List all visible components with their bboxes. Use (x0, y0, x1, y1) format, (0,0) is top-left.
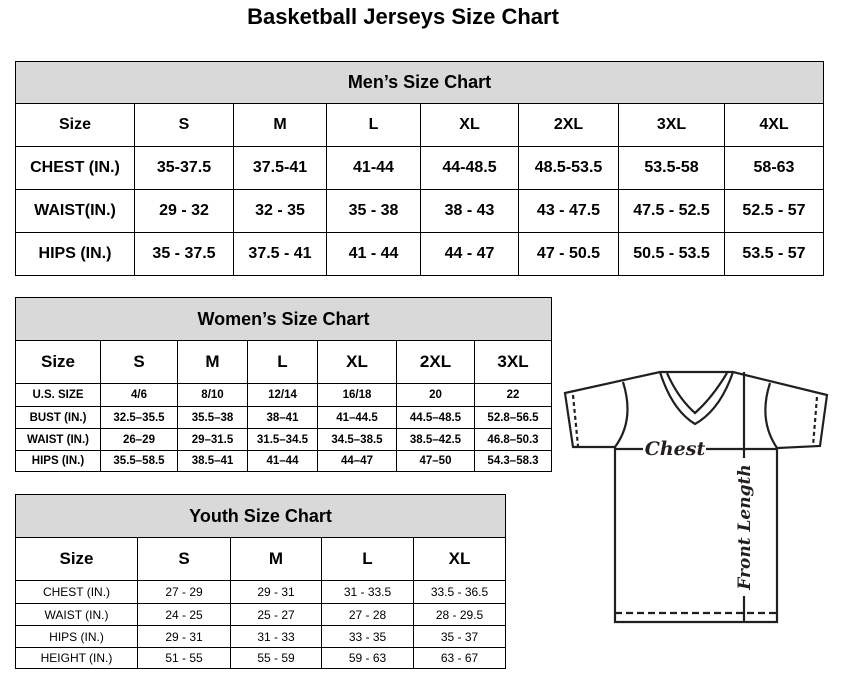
table-cell: 59 - 63 (321, 647, 414, 669)
table-row: U.S. SIZE 4/6 8/10 12/14 16/18 20 22 (15, 383, 553, 407)
table-row: CHEST (IN.) 35-37.5 37.5-41 41-44 44-48.5 48.… (15, 146, 824, 190)
table-row: HIPS (IN.) 29 - 31 31 - 33 33 - 35 35 - 37 (15, 625, 507, 648)
table-cell: 41 - 44 (326, 232, 421, 276)
table-cell: 16/18 (317, 383, 397, 407)
table-cell: 41-44 (326, 146, 421, 190)
table-cell: 32 - 35 (233, 189, 327, 233)
table-cell: 33.5 - 36.5 (412, 580, 507, 604)
row-label: CHEST (IN.) (15, 146, 135, 190)
table-row: HIPS (IN.) 35 - 37.5 37.5 - 41 41 - 44 44 - … (15, 232, 824, 276)
youth-chart-title: Youth Size Chart (14, 494, 507, 538)
column-header: 2XL (396, 340, 475, 384)
table-row: BUST (IN.) 32.5–35.5 35.5–38 38–41 41–44.5 44… (15, 406, 553, 429)
table-cell: 35.5–58.5 (100, 450, 178, 472)
table-cell: 44–47 (317, 450, 397, 472)
size-header-row: Size S M L XL 2XL 3XL 4XL (15, 103, 824, 147)
collar (658, 371, 735, 426)
column-header: 2XL (518, 103, 619, 147)
table-cell: 38.5–42.5 (396, 428, 475, 451)
men-chart-title: Men’s Size Chart (15, 61, 824, 104)
column-header: XL (412, 537, 507, 581)
table-row: HIPS (IN.) 35.5–58.5 38.5–41 41–44 44–47 47–5… (15, 450, 553, 472)
table-cell: 37.5 - 41 (233, 232, 327, 276)
column-header: L (326, 103, 421, 147)
youth-size-chart: Youth Size Chart Size S M L XL CHEST (IN.) 27 -… (14, 494, 507, 669)
table-cell: 31 - 33 (230, 625, 322, 648)
table-row: HEIGHT (IN.) 51 - 55 55 - 59 59 - 63 63 - 67 (15, 647, 507, 669)
table-cell: 31.5–34.5 (247, 428, 318, 451)
table-cell: 52.5 - 57 (724, 189, 824, 233)
column-header: Size (15, 537, 138, 581)
table-cell: 35 - 37.5 (134, 232, 234, 276)
table-cell: 52.8–56.5 (473, 406, 553, 429)
column-header: S (134, 103, 234, 147)
column-header: L (321, 537, 414, 581)
womens-size-chart: Women’s Size Chart Size S M L XL 2XL 3XL U.S. SI… (14, 297, 553, 472)
table-row: WAIST(IN.) 29 - 32 32 - 35 35 - 38 38 - 43 43… (15, 189, 824, 233)
table-cell: 38–41 (247, 406, 318, 429)
row-label: WAIST(IN.) (15, 189, 135, 233)
row-label: WAIST (IN.) (15, 428, 101, 451)
table-cell: 63 - 67 (412, 647, 507, 669)
size-header-row: Size S M L XL 2XL 3XL (15, 340, 553, 384)
chest-label: Chest (645, 438, 706, 460)
table-cell: 48.5-53.5 (518, 146, 619, 190)
size-header-row: Size S M L XL (15, 537, 507, 581)
left-armhole (614, 381, 629, 448)
column-header: Size (15, 340, 101, 384)
table-cell: 54.3–58.3 (473, 450, 553, 472)
table-cell: 41–44 (247, 450, 318, 472)
row-label: HIPS (IN.) (15, 625, 138, 648)
column-header: 3XL (618, 103, 725, 147)
table-cell: 53.5 - 57 (724, 232, 824, 276)
left-sleeve-hem (571, 394, 580, 447)
table-cell: 38 - 43 (420, 189, 519, 233)
right-sleeve-hem (811, 396, 819, 447)
front-length-label: Front Length (735, 464, 755, 590)
jersey-outline (563, 370, 829, 624)
column-header: M (233, 103, 327, 147)
page-title: Basketball Jerseys Size Chart (247, 4, 559, 29)
row-label: HIPS (IN.) (15, 450, 101, 472)
table-cell: 8/10 (177, 383, 248, 407)
row-label: HEIGHT (IN.) (15, 647, 138, 669)
table-cell: 32.5–35.5 (100, 406, 178, 429)
table-row: CHEST (IN.) 27 - 29 29 - 31 31 - 33.5 33.5 -… (15, 580, 507, 604)
right-armhole (764, 382, 778, 449)
table-cell: 35 - 38 (326, 189, 421, 233)
table-cell: 46.8–50.3 (473, 428, 553, 451)
table-cell: 47 - 50.5 (518, 232, 619, 276)
row-label: HIPS (IN.) (15, 232, 135, 276)
column-header: L (247, 340, 318, 384)
table-row: WAIST (IN.) 26–29 29–31.5 31.5–34.5 34.5–38.… (15, 428, 553, 451)
column-header: S (137, 537, 231, 581)
row-label: WAIST (IN.) (15, 603, 138, 626)
table-cell: 55 - 59 (230, 647, 322, 669)
table-cell: 34.5–38.5 (317, 428, 397, 451)
table-cell: 29–31.5 (177, 428, 248, 451)
table-row: WAIST (IN.) 24 - 25 25 - 27 27 - 28 28 - 29.… (15, 603, 507, 626)
table-cell: 53.5-58 (618, 146, 725, 190)
mens-size-chart: Men’s Size Chart Size S M L XL 2XL 3XL 4XL CHEST … (15, 61, 824, 276)
table-cell: 43 - 47.5 (518, 189, 619, 233)
column-header: XL (420, 103, 519, 147)
table-cell: 58-63 (724, 146, 824, 190)
table-cell: 44-48.5 (420, 146, 519, 190)
row-label: BUST (IN.) (15, 406, 101, 429)
table-cell: 22 (473, 383, 553, 407)
table-cell: 25 - 27 (230, 603, 322, 626)
table-cell: 47–50 (396, 450, 475, 472)
row-label: CHEST (IN.) (15, 580, 138, 604)
